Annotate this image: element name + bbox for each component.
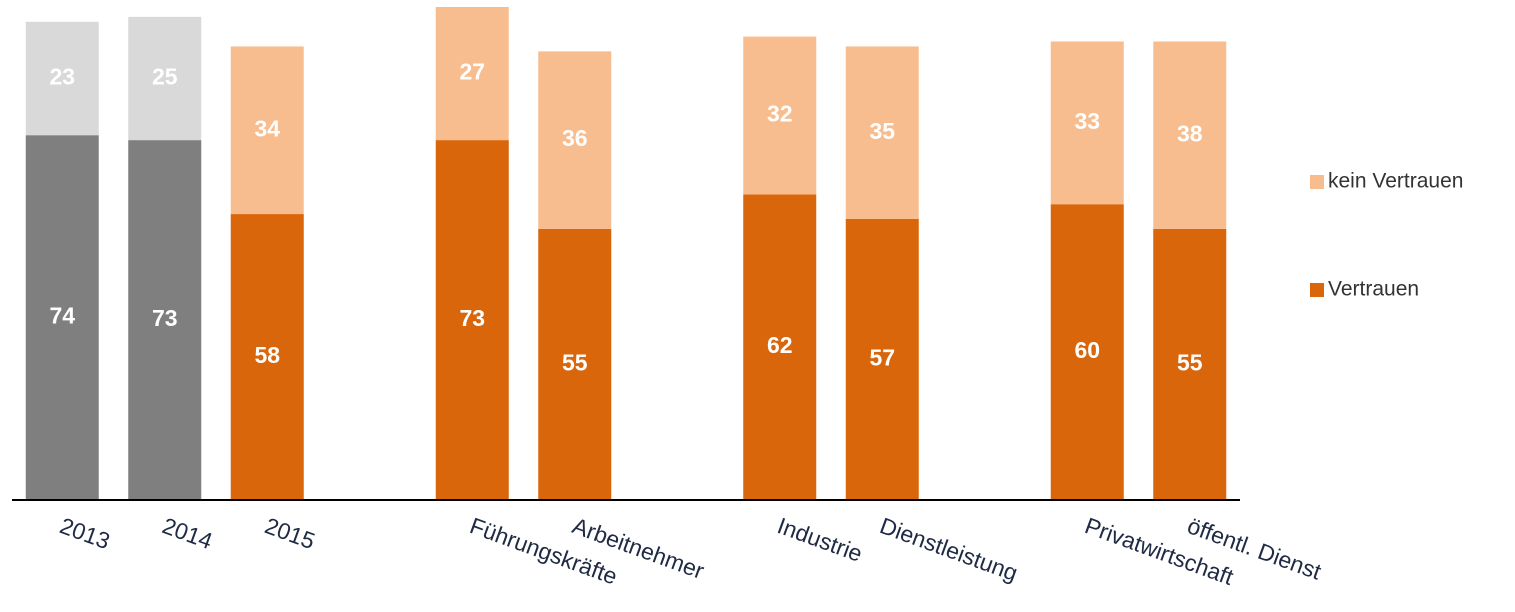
x-tick-label: 2015 [262, 512, 319, 554]
bar-segment [230, 46, 304, 215]
x-tick-label: 2014 [159, 512, 216, 554]
data-label: 55 [562, 350, 588, 376]
bar-segment [435, 7, 509, 141]
data-label: 58 [254, 342, 280, 368]
legend-swatch [1310, 175, 1324, 189]
bar-segment [1050, 204, 1124, 500]
legend-label: kein Vertrauen [1328, 170, 1463, 193]
bar-segment [743, 36, 817, 195]
legend-label: Vertrauen [1328, 278, 1419, 301]
data-label: 74 [49, 303, 75, 329]
bar-segment [538, 51, 612, 229]
data-label: 32 [767, 101, 793, 127]
bar-segment [435, 140, 509, 501]
data-label: 60 [1074, 337, 1100, 363]
x-tick-label: Dienstleistung [877, 512, 1022, 586]
data-label: 55 [1177, 350, 1203, 376]
legend-swatch [1310, 283, 1324, 297]
bar-segment [25, 21, 99, 136]
data-label: 27 [459, 59, 485, 85]
bar-segment [1153, 41, 1227, 229]
data-label: 62 [767, 332, 793, 358]
x-tick-label: Industrie [774, 512, 866, 567]
bar-segment [230, 214, 304, 500]
x-tick-label: 2013 [57, 512, 114, 554]
data-label: 34 [254, 115, 280, 141]
bar-segment [128, 140, 202, 501]
bar-segment [1153, 228, 1227, 500]
data-label: 73 [459, 305, 485, 331]
bar-segment [1050, 41, 1124, 205]
data-label: 23 [49, 64, 75, 90]
data-label: 35 [869, 118, 895, 144]
data-label: 36 [562, 125, 588, 151]
bar-segment [743, 194, 817, 500]
bar-segment [25, 135, 99, 500]
bar-segment [845, 46, 919, 219]
bar-segment [845, 218, 919, 501]
bar-segment [128, 16, 202, 141]
data-label: 25 [152, 64, 178, 90]
data-label: 33 [1074, 108, 1100, 134]
data-label: 38 [1177, 120, 1203, 146]
data-label: 57 [869, 345, 895, 371]
bar-segment [538, 228, 612, 500]
data-label: 73 [152, 305, 178, 331]
